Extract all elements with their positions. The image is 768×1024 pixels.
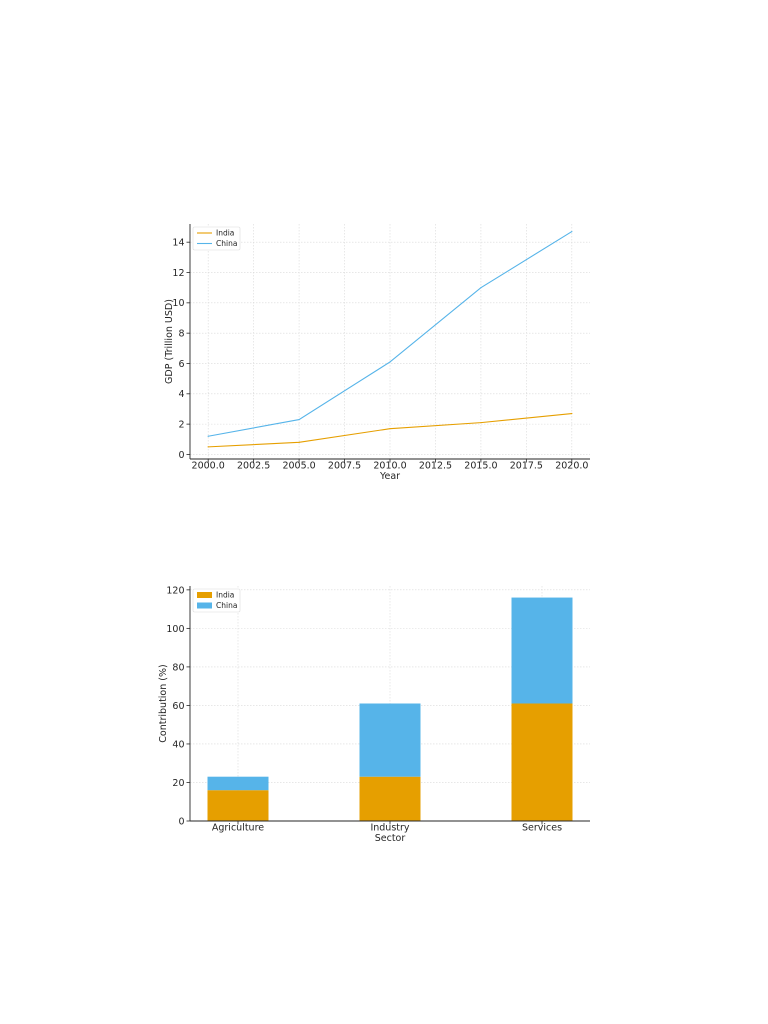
y-tick-label: 2	[178, 420, 184, 431]
data-point-china	[480, 287, 482, 289]
data-point-india	[207, 446, 209, 448]
gdp-line-chart: 2000.0 2002.5 2005.0 2007.5 2010.0 2012.5 2015…	[164, 224, 590, 482]
y-axis-title: Contribution (%)	[158, 664, 169, 742]
y-axis-title: GDP (Trillion USD)	[164, 299, 175, 384]
legend-swatch-china	[197, 602, 212, 609]
x-tick-label: 2002.5	[237, 461, 270, 472]
x-axis-title: Sector	[375, 833, 406, 844]
data-point-china	[571, 230, 573, 233]
y-tick-label: 20	[172, 778, 184, 789]
data-point-china	[389, 361, 391, 363]
y-tick-label: 6	[178, 359, 184, 370]
data-point-india	[298, 441, 300, 443]
x-tick-label: Industry	[370, 823, 409, 834]
y-tick-label: 14	[172, 238, 184, 249]
y-tick-label: 4	[178, 389, 184, 400]
series-line-china	[208, 231, 573, 437]
x-tick-label: 2007.5	[328, 461, 361, 472]
x-axis-title: Year	[379, 471, 400, 482]
x-tick-label: 2015.0	[464, 461, 497, 472]
x-tick-label: 2000.0	[192, 461, 225, 472]
y-tick-label: 80	[172, 662, 184, 673]
bar-china-agriculture	[207, 776, 269, 791]
bar-china-industry	[359, 703, 421, 777]
x-tick-label: Services	[522, 823, 562, 834]
bar-china-services	[511, 597, 573, 704]
y-tick-label: 0	[178, 816, 184, 827]
legend-label: China	[216, 601, 237, 610]
y-tick-label: 60	[172, 701, 184, 712]
y-tick-label: 0	[178, 450, 184, 461]
x-tick-label: 2020.0	[555, 461, 588, 472]
y-tick-label: 10	[172, 298, 184, 309]
legend-label: India	[216, 591, 234, 600]
data-point-india	[571, 412, 573, 415]
legend-label: India	[216, 229, 234, 238]
bar-india-agriculture	[207, 790, 269, 821]
x-tick-label: 2012.5	[419, 461, 452, 472]
y-tick-label: 100	[166, 624, 184, 635]
x-tick-label: 2010.0	[373, 461, 406, 472]
x-tick-label: 2005.0	[282, 461, 315, 472]
data-point-india	[480, 422, 482, 424]
y-tick-label: 8	[178, 329, 184, 340]
legend-label: China	[216, 239, 237, 248]
bar-india-services	[511, 703, 573, 821]
sector-bar-chart: Agriculture Industry Services 0 20 40 60 80 100 1…	[158, 585, 590, 844]
series-line-india	[208, 412, 572, 448]
x-tick-label: Agriculture	[212, 823, 264, 834]
data-point-china	[298, 418, 300, 421]
y-tick-label: 12	[172, 268, 184, 279]
bar-india-industry	[359, 776, 421, 821]
y-tick-label: 40	[172, 739, 184, 750]
x-tick-label: 2017.5	[510, 461, 543, 472]
legend-swatch-india	[197, 592, 212, 598]
data-point-india	[389, 428, 391, 430]
data-point-china	[207, 435, 209, 437]
y-tick-label: 120	[166, 585, 184, 596]
